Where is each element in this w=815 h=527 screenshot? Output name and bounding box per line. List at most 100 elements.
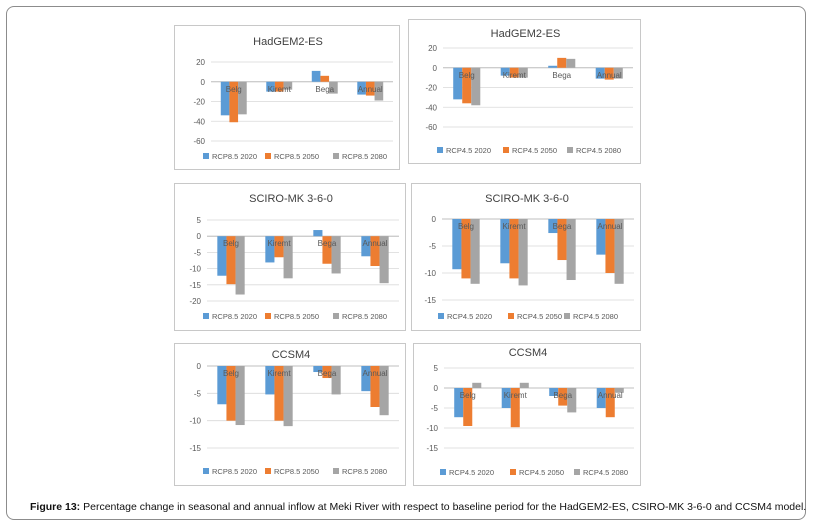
legend-swatch [564,313,570,319]
y-tick-label: -40 [425,103,437,112]
chart-6: CCSM4 5 0 -5 -10 -15 Belg Kiremt Bega Annual RCP4.… [426,347,634,477]
bar [614,388,624,393]
chart-panel-4: SCIRO-MK 3-6-0 0 -5 -10 -15 Belg Kiremt Bega Ann… [411,183,641,331]
legend-swatch [438,313,444,319]
y-tick-label: 5 [434,364,439,373]
y-tick-label: -20 [425,84,437,93]
bar [265,366,275,395]
bar [462,67,472,104]
y-tick-label: -15 [424,296,436,305]
bar [549,388,559,396]
bar [283,366,293,427]
y-tick-label: -20 [189,297,201,306]
bar [313,230,323,237]
y-tick-label: -40 [193,117,205,126]
x-category-label: Belg [458,222,474,231]
bar [557,57,567,68]
x-category-label: Belg [459,71,475,80]
bar [461,219,471,279]
legend-label: RCP4.5 2080 [573,312,618,321]
legend-swatch [574,469,580,475]
bar [226,366,236,421]
bar [452,219,462,270]
x-category-label: Bega [318,369,337,378]
x-category-label: Annual [598,222,623,231]
y-tick-label: 20 [428,44,437,53]
bar [229,81,239,123]
chart-panel-6: CCSM4 5 0 -5 -10 -15 Belg Kiremt Bega Annual RCP4.… [413,343,641,486]
bar [470,219,480,284]
x-category-label: Bega [553,222,572,231]
x-category-label: Bega [315,85,334,94]
legend-swatch [567,147,573,153]
x-category-label: Annual [597,71,622,80]
bar [454,388,464,418]
bar [500,67,510,76]
y-tick-label: -5 [194,248,202,257]
bar [313,366,323,373]
chart-4: SCIRO-MK 3-6-0 0 -5 -10 -15 Belg Kiremt Bega Ann… [424,193,634,321]
y-tick-label: -20 [193,98,205,107]
legend-swatch [203,153,209,159]
bar [235,366,245,426]
bar [320,75,330,82]
bar [370,366,380,407]
bar [331,236,341,274]
legend-swatch [265,468,271,474]
bar [274,366,284,421]
bar [283,81,293,90]
legend-label: RCP8.5 2020 [212,312,257,321]
bar [518,219,528,286]
legend-swatch [333,468,339,474]
bar [220,81,230,116]
x-category-label: Kiremt [504,391,528,400]
y-tick-label: -15 [426,444,438,453]
legend-label: RCP4.5 2020 [449,468,494,477]
bar [605,388,615,418]
chart-3: SCIRO-MK 3-6-0 5 0 -5 -10 -15 -20 Belg Kiremt Beg… [189,193,399,321]
legend-swatch [265,153,271,159]
legend-label: RCP4.5 2020 [447,312,492,321]
bar [322,366,332,379]
chart-title: SCIRO-MK 3-6-0 [485,193,569,205]
x-category-label: Bega [552,71,571,80]
x-category-label: Annual [363,239,388,248]
bar [357,81,366,95]
x-category-label: Bega [553,391,572,400]
caption-text: Percentage change in seasonal and annual… [80,501,807,513]
x-category-label: Kiremt [268,85,292,94]
figure-frame [6,6,806,520]
y-tick-label: 0 [434,384,439,393]
legend-label: RCP8.5 2020 [212,152,257,161]
chart-panel-5: CCSM4 0 -5 -10 -15 Belg Kiremt Bega Annual RCP8.5… [174,343,406,486]
bar [596,219,606,255]
bar [519,382,529,388]
legend-swatch [437,147,443,153]
x-category-label: Kiremt [503,71,527,80]
legend-swatch [333,153,339,159]
x-category-label: Kiremt [267,369,291,378]
chart-1: HadGEM2-ES 20 0 -20 -40 -60 Belg Kiremt Bega Annu… [193,36,393,161]
legend-swatch [503,147,509,153]
legend-label: RCP4.5 2080 [583,468,628,477]
x-category-label: Kiremt [502,222,526,231]
chart-title: SCIRO-MK 3-6-0 [249,193,333,205]
bar [322,236,332,264]
x-category-label: Annual [363,369,388,378]
bar [595,67,605,79]
y-tick-label: -10 [189,417,201,426]
legend-label: RCP4.5 2020 [446,146,491,155]
bar [471,67,481,106]
x-category-label: Belg [460,391,476,400]
bar [557,219,567,261]
y-tick-label: -5 [431,404,439,413]
bar [567,388,577,413]
legend-swatch [508,313,514,319]
y-tick-label: -15 [189,281,201,290]
bar [379,366,389,416]
x-category-label: Belg [223,369,239,378]
bar [500,219,510,264]
bar [283,236,293,279]
y-tick-label: -10 [426,424,438,433]
bar [463,388,473,426]
